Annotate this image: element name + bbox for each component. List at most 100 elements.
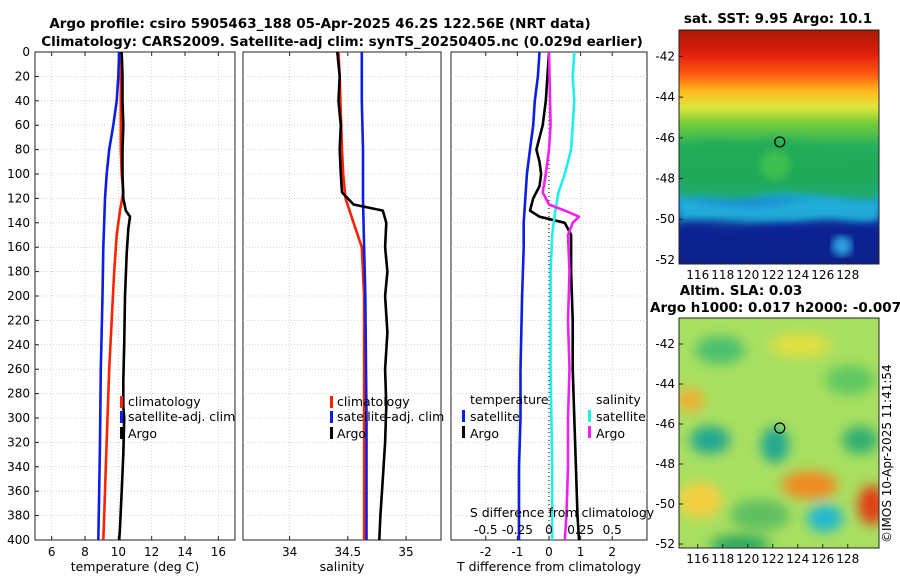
sla-field — [679, 318, 879, 548]
temperature-grid — [35, 52, 235, 540]
y-tick-label: 120 — [7, 191, 30, 205]
sla-blob-green-3 — [842, 426, 878, 454]
sla-blob-green-4 — [730, 499, 790, 531]
sla-blob-cyan-1 — [807, 504, 843, 532]
sla-blob-red-1 — [858, 485, 879, 525]
series-line-s-satellite — [549, 51, 576, 540]
map-x-tick-label: 124 — [786, 268, 809, 282]
series-line-argo — [336, 51, 389, 541]
y-tick-label: 380 — [7, 509, 30, 523]
legend-swatch-argo-2 — [330, 427, 333, 439]
x-tick-label: 2 — [608, 545, 616, 559]
s-tick-label: -0.25 — [502, 523, 533, 537]
map-x-tick-label: 120 — [736, 268, 759, 282]
x-tick-label: 12 — [144, 545, 159, 559]
sla-blobs — [679, 333, 879, 548]
sst-map-ticks: 116 118 120 122 124 126 128 -42 -44 -46 -48 -50 -52 — [655, 49, 859, 282]
difference-panel: -2 -1 0 1 2 T difference from climatology S … — [450, 51, 655, 574]
y-tick-label: 60 — [15, 118, 30, 132]
legend-label-s-argo: Argo — [596, 426, 625, 441]
sla-blob-orange-1 — [782, 471, 838, 499]
sla-blob-yellow-2 — [679, 482, 722, 518]
series-line-argo — [117, 51, 132, 541]
map-y-tick-label: -44 — [655, 90, 675, 104]
legend-swatch-s-argo — [588, 426, 591, 438]
map-y-tick-label: -52 — [655, 253, 675, 267]
series-line-t-satellite — [517, 51, 541, 540]
salinity-x-ticks: 34 34.5 35 — [282, 52, 414, 559]
sst-cyan-patch — [832, 236, 852, 256]
y-tick-label: 140 — [7, 216, 30, 230]
sla-blob-green-2 — [825, 365, 875, 395]
map-y-tick-label: -42 — [655, 337, 675, 351]
x-tick-label: 8 — [81, 545, 89, 559]
y-tick-label: 0 — [22, 45, 30, 59]
legend-swatch-argo — [120, 427, 123, 439]
x-tick-label: 6 — [48, 545, 56, 559]
y-tick-label: 200 — [7, 289, 30, 303]
sst-map-frame — [678, 29, 880, 265]
map-y-tick-label: -46 — [655, 417, 675, 431]
legend-label-argo: Argo — [128, 426, 157, 441]
series-line-climatology — [337, 51, 366, 540]
y-tick-label: 300 — [7, 411, 30, 425]
legend-swatch-satellite — [120, 411, 123, 423]
x-tick-label: 1 — [577, 545, 585, 559]
series-line-satellite-adj-clim — [97, 51, 121, 541]
y-tick-label: 100 — [7, 167, 30, 181]
y-tick-label: 40 — [15, 94, 30, 108]
legend-title-temperature: temperature — [470, 392, 549, 407]
sla-map-title-line2: Argo h1000: 0.017 h2000: -0.0072 — [650, 300, 900, 316]
difference-legend: temperature satellite Argo salinity sate… — [462, 392, 646, 441]
sst-map-title: sat. SST: 9.95 Argo: 10.1 — [684, 11, 872, 27]
sla-blob-teal-2 — [761, 427, 789, 463]
s-difference-label: S difference from climatology — [470, 505, 655, 520]
difference-x-ticks: -2 -1 0 1 2 — [480, 52, 616, 559]
x-tick-label: 35 — [398, 545, 413, 559]
temperature-y-ticks: 0 20 40 60 80 100 120 140 160 180 200 220 240 260 280 3… — [7, 45, 39, 547]
map-x-tick-label: 118 — [711, 268, 734, 282]
figure-title-line1: Argo profile: csiro 5905463_188 05-Apr-2… — [49, 16, 590, 32]
legend-label-climatology: climatology — [128, 394, 201, 409]
sst-green-patch — [760, 150, 790, 180]
salinity-series — [336, 51, 389, 541]
legend-title-salinity: salinity — [596, 392, 641, 407]
sla-map-title-line1: Altim. SLA: 0.03 — [680, 283, 802, 299]
s-tick-label: 0.5 — [603, 523, 622, 537]
y-tick-label: 220 — [7, 313, 30, 327]
legend-label-argo-2: Argo — [337, 426, 366, 441]
legend-label-satellite-2: satellite-adj. clim — [337, 409, 444, 424]
map-y-tick-label: -42 — [655, 49, 675, 63]
y-tick-label: 280 — [7, 387, 30, 401]
imos-credit: ©IMOS 10-Apr-2025 11:41:54 — [880, 364, 894, 543]
map-x-tick-label: 118 — [711, 552, 734, 566]
y-tick-label: 160 — [7, 240, 30, 254]
series-line-s-argo — [541, 51, 581, 541]
map-y-tick-label: -50 — [655, 497, 675, 511]
x-tick-label: 34 — [282, 545, 297, 559]
map-y-tick-label: -50 — [655, 212, 675, 226]
sla-blob-orange-2 — [679, 388, 704, 412]
figure-title-line2: Climatology: CARS2009. Satellite-adj cli… — [41, 34, 643, 50]
legend-swatch-satellite-2 — [330, 411, 333, 423]
salinity-grid — [243, 52, 441, 540]
sla-map-ticks: 116 118 120 122 124 126 128 -42 -44 -46 -48 -50 -52 — [655, 337, 859, 566]
legend-swatch-t-satellite — [462, 410, 465, 422]
temperature-panel: 0 20 40 60 80 100 120 140 160 180 200 220 240 260 280 3… — [7, 45, 236, 574]
legend-label-climatology-2: climatology — [337, 394, 410, 409]
legend-label-t-satellite: satellite — [470, 409, 520, 424]
difference-x-label: T difference from climatology — [456, 559, 642, 574]
y-tick-label: 240 — [7, 338, 30, 352]
s-tick-label: -0.5 — [474, 523, 497, 537]
y-tick-label: 320 — [7, 435, 30, 449]
y-tick-label: 80 — [15, 143, 30, 157]
series-line-t-argo — [528, 51, 581, 541]
map-x-tick-label: 128 — [836, 552, 859, 566]
x-tick-label: 10 — [111, 545, 126, 559]
legend-swatch-climatology — [120, 396, 123, 408]
y-tick-label: 360 — [7, 484, 30, 498]
x-tick-label: -2 — [480, 545, 492, 559]
legend-label-s-satellite: satellite — [596, 409, 646, 424]
x-tick-label: 0 — [545, 545, 553, 559]
